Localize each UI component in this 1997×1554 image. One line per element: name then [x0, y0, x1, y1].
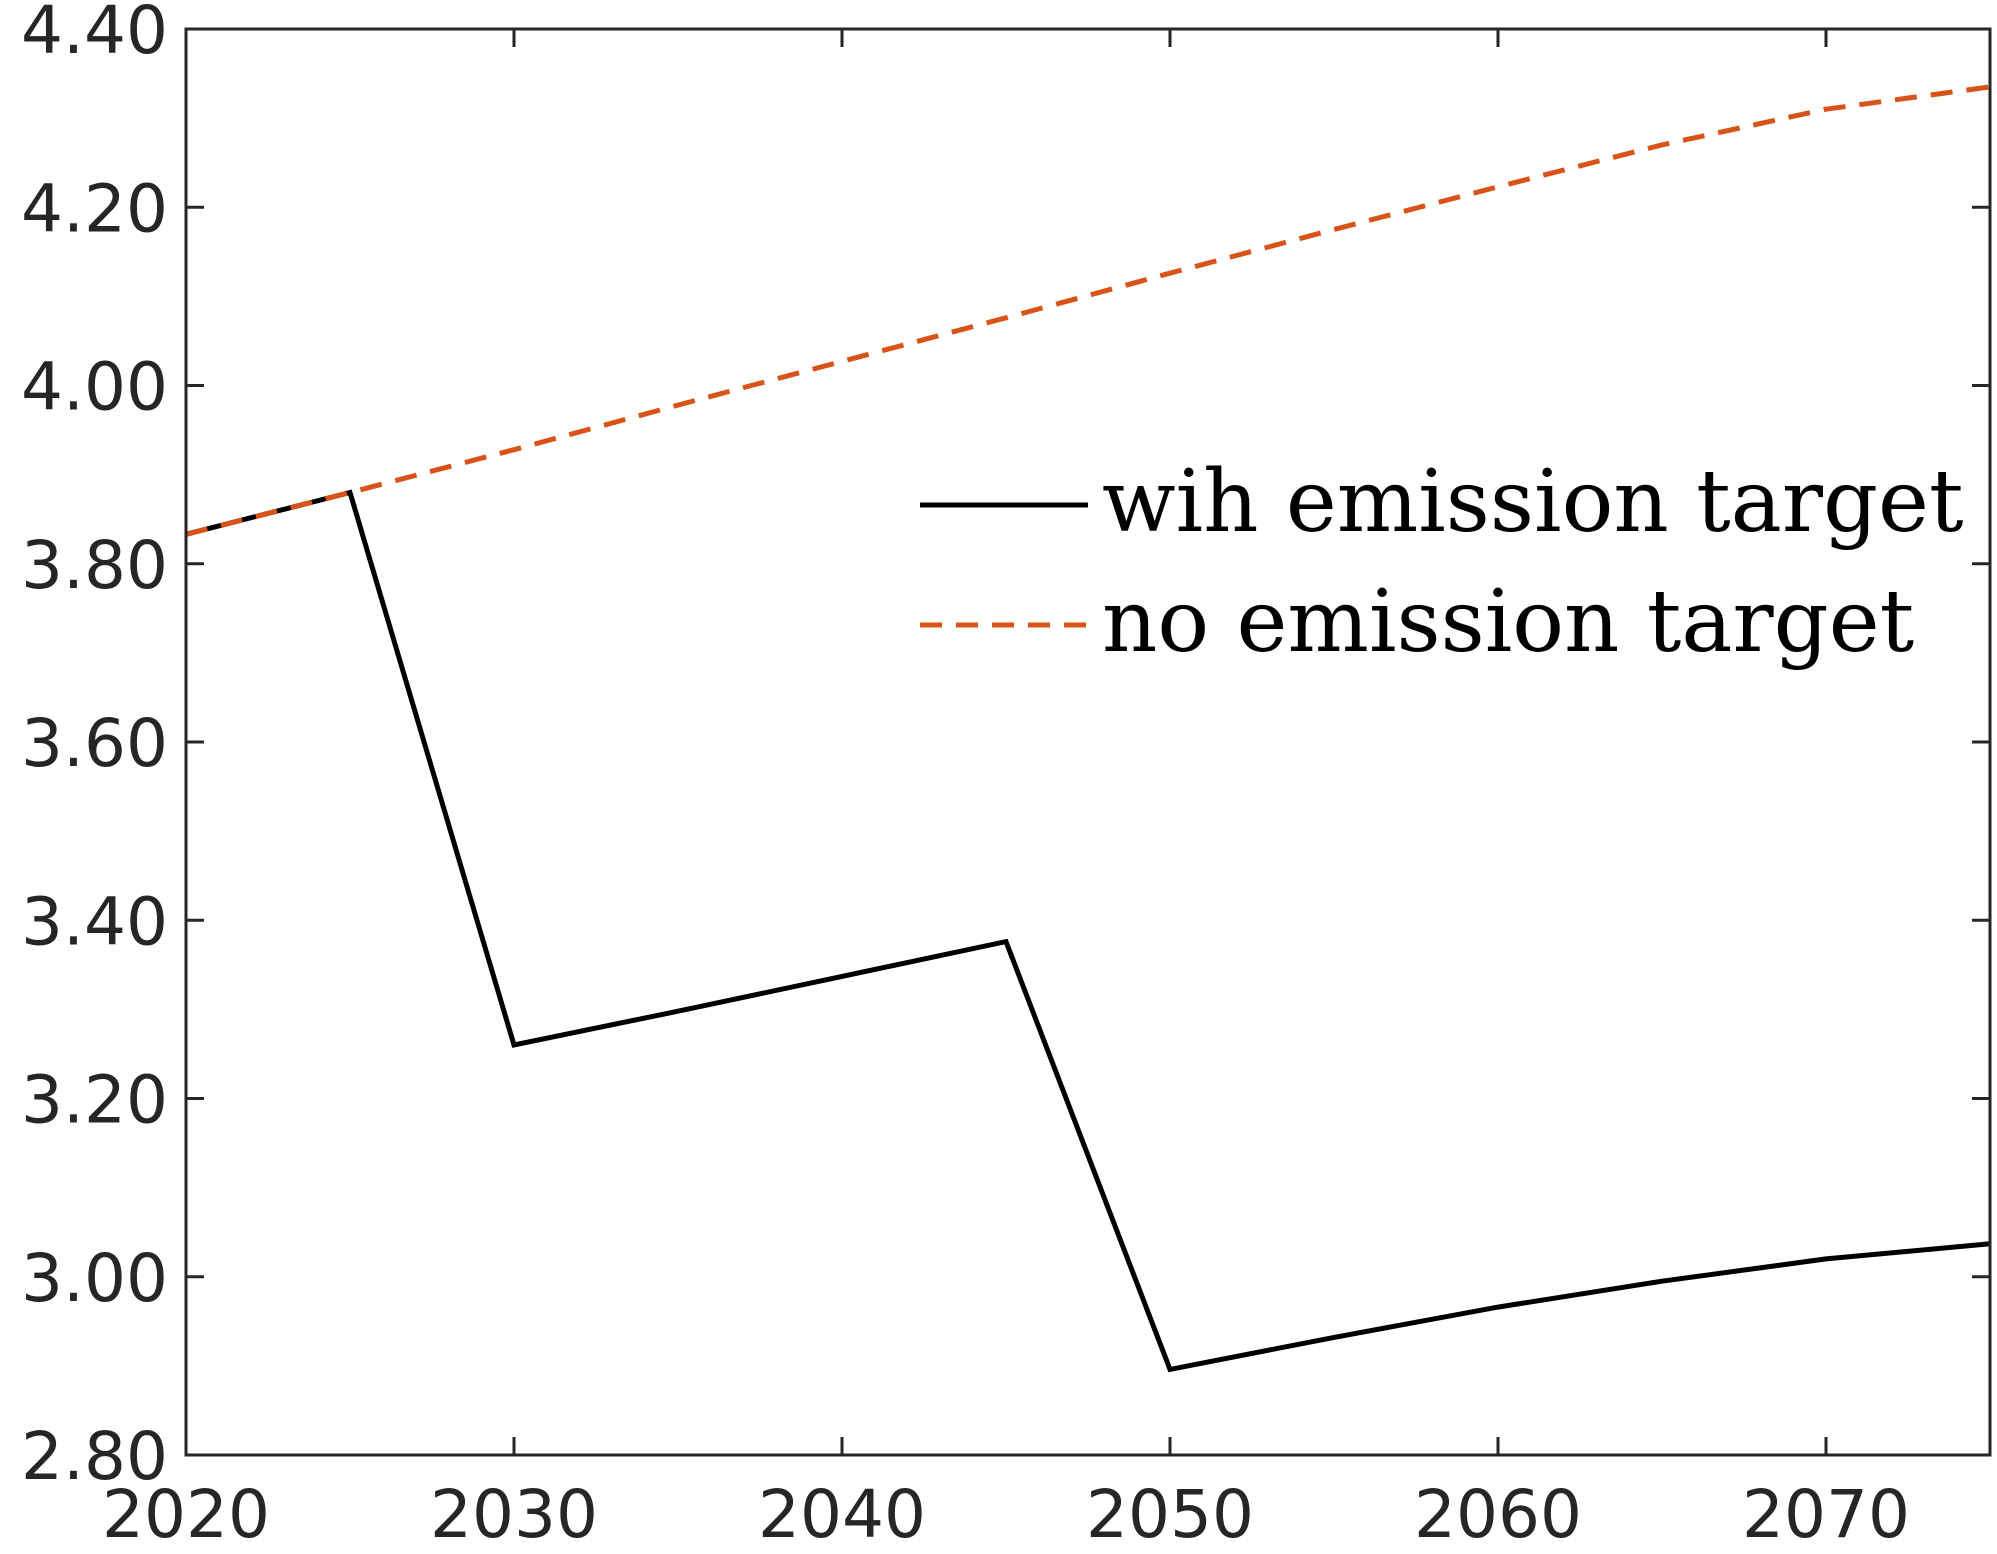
legend: wih emission target no emission target	[920, 452, 1964, 672]
x-tick-label-1: 2030	[430, 1476, 598, 1553]
y-tick-label-3: 3.40	[21, 883, 168, 960]
x-tick-label-3: 2050	[1086, 1476, 1254, 1553]
y-tick-label-8: 4.40	[21, 0, 168, 69]
y-tick-label-2: 3.20	[21, 1062, 168, 1139]
axes-layer: 2020 2030 2040 2050 2060 2070 2.80 3.00 3.20 3.40…	[21, 0, 1992, 1553]
series-line-0	[185, 489, 1991, 1373]
series-line-1	[185, 84, 1991, 537]
legend-label-0: wih emission target	[1102, 452, 1964, 552]
series-layer	[185, 84, 1991, 1373]
y-tick-label-6: 4.00	[21, 349, 168, 426]
x-tick-label-5: 2070	[1742, 1476, 1910, 1553]
y-tick-label-0: 2.80	[21, 1418, 168, 1495]
x-tick-label-0: 2020	[102, 1476, 270, 1553]
legend-label-1: no emission target	[1102, 572, 1914, 672]
x-tick-label-4: 2060	[1414, 1476, 1582, 1553]
y-tick-label-1: 3.00	[21, 1240, 168, 1317]
y-tick-label-4: 3.60	[21, 705, 168, 782]
y-tick-label-5: 3.80	[21, 527, 168, 604]
x-tick-label-2: 2040	[758, 1476, 926, 1553]
y-tick-label-7: 4.20	[21, 170, 168, 247]
